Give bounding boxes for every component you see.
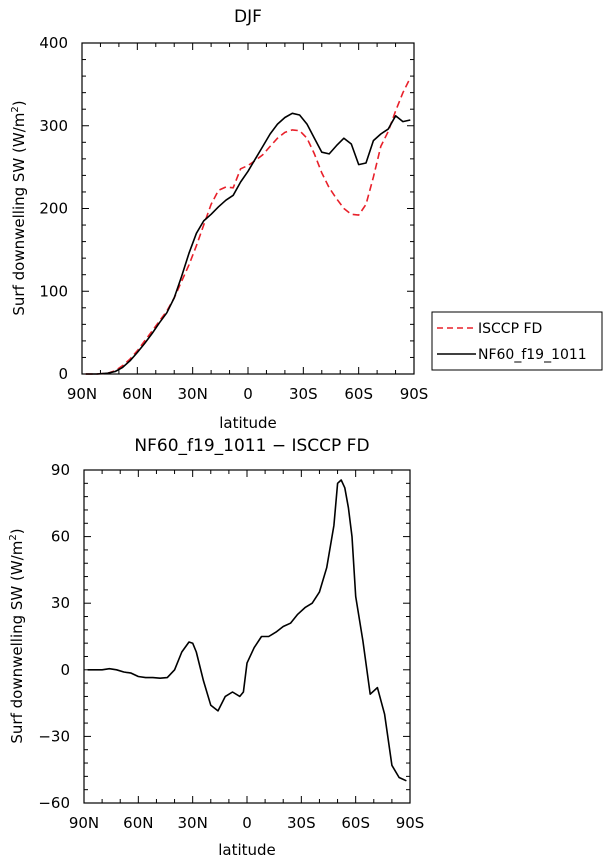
series-line-0 bbox=[85, 77, 412, 375]
legend-label-nf60: NF60_f19_1011 bbox=[478, 347, 587, 363]
y-tick-label: 30 bbox=[51, 594, 70, 612]
x-tick-label: 90S bbox=[396, 814, 425, 832]
x-tick-label: 0 bbox=[242, 814, 252, 832]
series-line-0 bbox=[87, 479, 407, 782]
legend: ISCCP FD NF60_f19_1011 bbox=[431, 311, 603, 371]
bottom-panel-title: NF60_f19_1011 − ISCCP FD bbox=[134, 436, 369, 456]
top-panel-y-ticks: 0 100 200 300 400 bbox=[39, 34, 414, 383]
y-tick-label: −30 bbox=[38, 727, 70, 745]
y-tick-label: 90 bbox=[51, 461, 70, 479]
y-tick-label: 0 bbox=[58, 365, 68, 383]
y-tick-label: 400 bbox=[39, 34, 68, 52]
top-panel: DJF 90N 60N 30N 0 30S 60S 90S 0 100 200 300 400 la… bbox=[10, 7, 428, 432]
x-tick-label: 30S bbox=[289, 385, 318, 403]
y-tick-label: 60 bbox=[51, 528, 70, 546]
top-panel-x-ticks: 90N 60N 30N 0 30S 60S 90S bbox=[67, 43, 428, 403]
x-tick-label: 60N bbox=[122, 385, 152, 403]
top-panel-y-axis-label: Surf downwelling SW (W/m2) bbox=[10, 100, 28, 315]
bottom-panel-y-axis-label: Surf downwelling SW (W/m2) bbox=[8, 528, 26, 743]
x-tick-label: 30N bbox=[178, 385, 208, 403]
y-tick-label: −60 bbox=[38, 794, 70, 812]
x-tick-label: 30S bbox=[287, 814, 316, 832]
bottom-panel-series bbox=[87, 479, 407, 782]
top-panel-series bbox=[85, 77, 412, 375]
top-panel-title: DJF bbox=[234, 7, 262, 27]
x-tick-label: 30N bbox=[178, 814, 208, 832]
x-tick-label: 90N bbox=[67, 385, 97, 403]
x-tick-label: 60S bbox=[344, 385, 373, 403]
series-line-1 bbox=[85, 112, 411, 375]
x-tick-label: 0 bbox=[243, 385, 253, 403]
bottom-panel-x-ticks: 90N 60N 30N 0 30S 60S 90S bbox=[69, 470, 424, 832]
y-tick-label: 0 bbox=[60, 661, 70, 679]
top-panel-x-axis-label: latitude bbox=[219, 414, 277, 432]
x-tick-label: 90S bbox=[400, 385, 429, 403]
y-tick-label: 200 bbox=[39, 200, 68, 218]
bottom-panel-y-ticks: −60 −30 0 30 60 90 bbox=[38, 461, 410, 812]
y-tick-label: 300 bbox=[39, 117, 68, 135]
x-tick-label: 60N bbox=[123, 814, 153, 832]
x-tick-label: 60S bbox=[341, 814, 370, 832]
top-panel-frame bbox=[81, 42, 415, 375]
bottom-panel-x-axis-label: latitude bbox=[218, 841, 276, 859]
bottom-panel-frame bbox=[83, 469, 411, 804]
x-tick-label: 90N bbox=[69, 814, 99, 832]
legend-box bbox=[431, 311, 603, 371]
y-tick-label: 100 bbox=[39, 282, 68, 300]
legend-label-isccp: ISCCP FD bbox=[478, 321, 542, 337]
bottom-panel: NF60_f19_1011 − ISCCP FD 90N 60N 30N 0 30S 60… bbox=[8, 436, 424, 859]
